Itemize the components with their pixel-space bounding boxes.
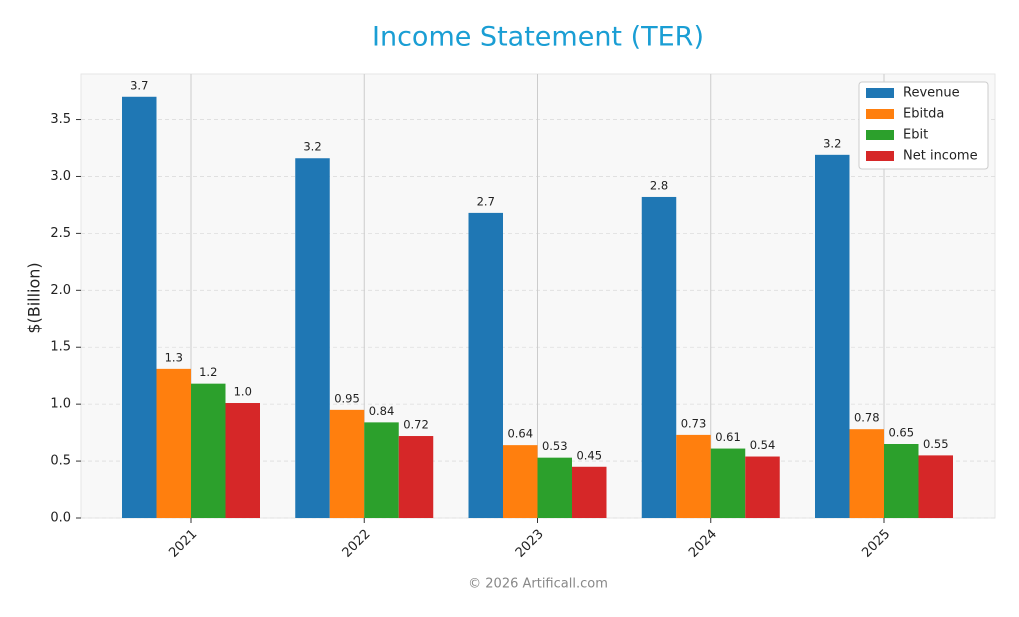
bar <box>225 403 260 518</box>
bar <box>191 383 226 518</box>
y-tick-label: 0.5 <box>50 454 71 469</box>
y-tick-label: 1.5 <box>50 340 71 355</box>
x-tick-label: 2023 <box>513 527 547 561</box>
bar <box>503 445 538 518</box>
legend-label: Net income <box>903 149 978 164</box>
value-label: 0.45 <box>576 448 602 462</box>
value-label: 0.65 <box>888 426 914 440</box>
x-tick-label: 2021 <box>166 527 200 561</box>
legend-swatch <box>866 88 894 98</box>
value-label: 2.8 <box>650 178 668 192</box>
bar <box>364 422 399 518</box>
value-label: 0.84 <box>369 404 395 418</box>
value-label: 0.78 <box>854 411 880 425</box>
y-tick-label: 3.5 <box>50 112 71 127</box>
value-label: 0.61 <box>715 430 741 444</box>
bar <box>710 448 746 518</box>
bar <box>918 455 953 518</box>
value-label: 1.0 <box>234 385 252 399</box>
legend-box <box>858 81 989 170</box>
bar <box>745 456 780 518</box>
legend-swatch <box>866 130 894 140</box>
y-tick-label: 0.0 <box>50 511 71 526</box>
legend-label: Ebit <box>903 128 928 143</box>
bar <box>849 429 884 518</box>
bar <box>572 466 607 518</box>
y-tick-label: 2.0 <box>50 283 71 298</box>
bar <box>329 409 365 518</box>
bar <box>884 444 919 518</box>
y-tick-label: 2.5 <box>50 226 71 241</box>
value-label: 1.3 <box>165 350 183 364</box>
legend-swatch <box>866 151 894 161</box>
value-label: 0.95 <box>334 391 360 405</box>
bar <box>398 436 434 518</box>
x-tick-label: 2025 <box>859 527 893 561</box>
value-label: 0.64 <box>507 427 533 441</box>
bar <box>468 212 503 518</box>
value-label: 0.72 <box>403 418 429 432</box>
value-label: 2.7 <box>477 194 495 208</box>
value-label: 0.53 <box>542 439 568 453</box>
bar <box>537 457 572 518</box>
x-tick-label: 2024 <box>686 527 720 561</box>
legend-label: Revenue <box>903 86 960 101</box>
bar <box>156 368 191 518</box>
bar <box>122 96 157 519</box>
value-label: 0.54 <box>750 438 776 452</box>
bar <box>641 196 677 518</box>
value-label: 3.2 <box>823 136 841 150</box>
value-label: 1.2 <box>199 365 217 379</box>
value-label: 3.2 <box>303 140 321 154</box>
value-label: 3.7 <box>130 78 148 92</box>
y-tick-label: 1.0 <box>50 397 71 412</box>
x-tick-label: 2022 <box>340 527 374 561</box>
legend-label: Ebitda <box>903 107 944 122</box>
bar <box>676 434 711 518</box>
value-label: 0.55 <box>923 437 949 451</box>
legend-swatch <box>866 109 894 119</box>
y-tick-label: 3.0 <box>50 169 71 184</box>
bar <box>295 158 330 518</box>
y-axis-label: $(Billion) <box>25 262 44 333</box>
footer: © 2026 Artificall.com <box>468 577 608 592</box>
bar <box>815 154 850 519</box>
value-label: 0.73 <box>681 416 707 430</box>
chart-title: Income Statement (TER) <box>372 22 704 53</box>
